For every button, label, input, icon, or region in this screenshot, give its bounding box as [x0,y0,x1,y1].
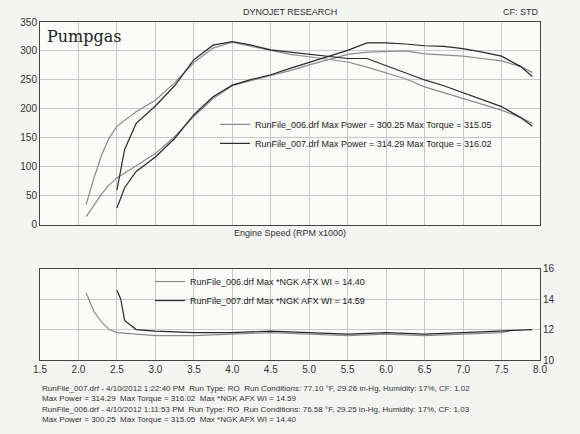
svg-text:0: 0 [31,219,37,230]
svg-text:RunFile_006.drf Max Power = 30: RunFile_006.drf Max Power = 300.25 Max T… [255,120,491,130]
svg-text:4.0: 4.0 [225,364,239,375]
svg-text:100: 100 [20,161,37,172]
svg-text:4.5: 4.5 [264,364,278,375]
svg-text:RunFile_007.drf Max Power = 31: RunFile_007.drf Max Power = 314.29 Max T… [255,139,491,149]
svg-text:5.5: 5.5 [341,364,355,375]
svg-text:3.5: 3.5 [187,364,201,375]
svg-text:1.5: 1.5 [33,364,47,375]
svg-text:Pumpgas: Pumpgas [47,27,121,46]
svg-text:7.0: 7.0 [456,364,470,375]
svg-text:3.0: 3.0 [148,364,162,375]
svg-text:8.0: 8.0 [533,364,547,375]
svg-text:RunFile_007.drf Max *NGK AFX W: RunFile_007.drf Max *NGK AFX WI = 14.59 [190,296,365,306]
svg-text:200: 200 [20,103,37,114]
svg-text:7.5: 7.5 [495,364,509,375]
svg-text:5.0: 5.0 [302,364,316,375]
svg-text:50: 50 [26,190,38,201]
svg-text:6.0: 6.0 [379,364,393,375]
svg-text:DYNOJET RESEARCH: DYNOJET RESEARCH [243,7,337,17]
svg-text:14: 14 [543,294,555,305]
svg-text:16: 16 [543,263,555,274]
svg-text:300: 300 [20,45,37,56]
svg-text:2.5: 2.5 [110,364,124,375]
svg-text:RunFile_006.drf Max *NGK AFX W: RunFile_006.drf Max *NGK AFX WI = 14.40 [190,277,365,287]
svg-text:Engine Speed (RPM x1000): Engine Speed (RPM x1000) [234,228,346,238]
svg-text:350: 350 [20,17,37,28]
svg-text:12: 12 [543,324,555,335]
svg-text:250: 250 [20,74,37,85]
svg-text:6.5: 6.5 [418,364,432,375]
svg-text:RunFile_007.drf - 4/10/2012 1:: RunFile_007.drf - 4/10/2012 1:22:40 PM R… [42,384,470,424]
svg-text:10: 10 [543,355,555,366]
svg-text:150: 150 [20,132,37,143]
svg-text:2.0: 2.0 [72,364,86,375]
svg-text:CF: STD: CF: STD [503,7,538,17]
